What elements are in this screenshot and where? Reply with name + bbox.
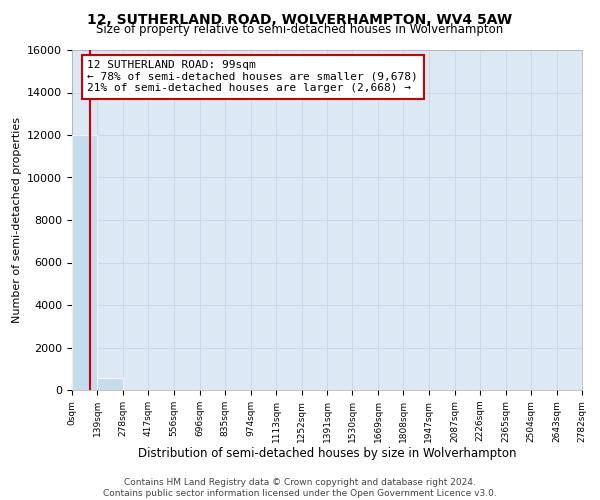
Y-axis label: Number of semi-detached properties: Number of semi-detached properties: [11, 117, 22, 323]
Bar: [97, 378, 123, 390]
Bar: [72, 135, 97, 390]
Text: Contains HM Land Registry data © Crown copyright and database right 2024.
Contai: Contains HM Land Registry data © Crown c…: [103, 478, 497, 498]
X-axis label: Distribution of semi-detached houses by size in Wolverhampton: Distribution of semi-detached houses by …: [138, 448, 516, 460]
Text: Size of property relative to semi-detached houses in Wolverhampton: Size of property relative to semi-detach…: [97, 22, 503, 36]
Text: 12, SUTHERLAND ROAD, WOLVERHAMPTON, WV4 5AW: 12, SUTHERLAND ROAD, WOLVERHAMPTON, WV4 …: [88, 12, 512, 26]
Text: 12 SUTHERLAND ROAD: 99sqm
← 78% of semi-detached houses are smaller (9,678)
21% : 12 SUTHERLAND ROAD: 99sqm ← 78% of semi-…: [88, 60, 418, 94]
